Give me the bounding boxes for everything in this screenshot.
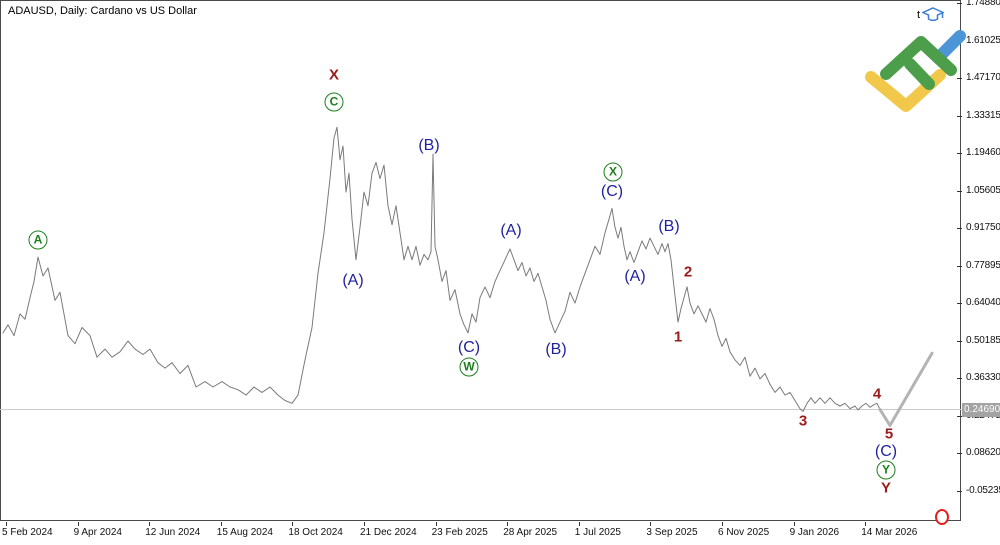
wave-label-a-navy: (A) [500, 222, 522, 239]
time-axis-tick [6, 522, 7, 526]
price-axis-label: 1.19460 [966, 147, 1000, 158]
wave-label-c-navy: (C) [457, 339, 481, 356]
time-axis-label: 23 Feb 2025 [431, 527, 488, 538]
time-axis-tick [865, 522, 867, 526]
wave-label-5-red: 5 [884, 425, 894, 443]
price-axis-label: 0.08620 [966, 447, 1000, 458]
price-axis-tick [957, 153, 962, 154]
wave-label-x-circle: X [603, 162, 623, 182]
time-axis-tick [507, 522, 509, 526]
price-axis-tick [957, 340, 962, 342]
price-axis-label: 1.74880 [966, 0, 1000, 8]
wave-label-2-red: 2 [683, 263, 693, 281]
time-axis-label: 18 Oct 2024 [288, 527, 343, 538]
price-axis-tick [957, 490, 962, 492]
price-line [2, 126, 881, 412]
time-axis-label: 5 Feb 2024 [2, 527, 53, 538]
price-axis-tick [957, 303, 962, 304]
wave-label-c-navy: (C) [600, 183, 624, 200]
price-axis-tick [957, 78, 962, 79]
wave-label-y-red: Y [880, 479, 892, 497]
time-axis-tick [722, 522, 723, 526]
time-axis-label: 12 Jun 2024 [145, 527, 201, 538]
price-axis-label: 0.77895 [966, 259, 1000, 271]
object-anchor-marker[interactable] [935, 509, 949, 525]
price-axis-tick [957, 265, 962, 267]
wave-label-a-navy: (A) [342, 272, 364, 289]
price-axis-tick [957, 228, 962, 229]
price-axis-label: 0.50185 [966, 334, 1000, 346]
time-axis-tick [77, 522, 79, 526]
price-axis-label: 0.36330 [966, 372, 1000, 383]
time-axis-tick [364, 522, 365, 526]
time-axis-tick [793, 522, 795, 526]
wave-label-b-navy: (B) [418, 137, 440, 154]
price-axis-tick [957, 115, 962, 117]
time-axis-label: 9 Apr 2024 [73, 527, 122, 538]
time-axis-tick [650, 522, 652, 526]
time-axis-label: 14 Mar 2026 [861, 527, 918, 538]
wave-label-4-red: 4 [872, 385, 882, 403]
price-axis-label: 1.47170 [966, 72, 1000, 83]
wave-label-a-circle: A [28, 230, 48, 250]
wave-label-y-circle: Y [876, 460, 896, 480]
object-label-t: t [917, 8, 921, 21]
price-axis-tick [957, 415, 962, 417]
time-axis-label: 28 Apr 2025 [503, 527, 558, 538]
wave-label-c-navy: (C) [874, 443, 898, 460]
current-price-box: 0.24690 [962, 402, 1000, 417]
time-axis-tick [292, 522, 294, 526]
wave-label-w-circle: W [459, 357, 479, 377]
time-axis-label: 1 Jul 2025 [574, 527, 621, 538]
wave-label-x-red: X [328, 66, 340, 84]
wave-label-c-circle: C [324, 92, 344, 112]
wave-label-1-red: 1 [673, 328, 683, 346]
time-axis-tick [220, 522, 222, 526]
chart-title: ADAUSD, Daily: Cardano vs US Dollar [8, 5, 197, 17]
forecast-line [878, 351, 934, 427]
time-axis-tick [435, 522, 437, 526]
time-axis-tick [149, 522, 151, 526]
wave-label-b-navy: (B) [545, 341, 567, 358]
price-axis-label: 1.61025 [966, 34, 1000, 46]
litefinance-logo [865, 30, 966, 112]
time-axis-label: 3 Sep 2025 [646, 527, 698, 538]
time-axis-label: 6 Nov 2025 [718, 527, 770, 538]
chart-object-indicator: t [917, 6, 945, 23]
price-axis-label: 1.33315 [966, 109, 1000, 121]
price-axis-tick [957, 453, 962, 454]
price-axis-label: 0.91750 [966, 222, 1000, 233]
price-axis-tick [957, 190, 962, 192]
time-axis-tick [578, 522, 580, 526]
time-axis-label: 21 Dec 2024 [360, 527, 417, 538]
graduation-cap-icon [922, 7, 945, 22]
time-axis-label: 9 Jan 2026 [789, 527, 840, 538]
price-axis-label: 0.64040 [966, 297, 1000, 308]
time-axis-label: 15 Aug 2024 [216, 527, 273, 538]
wave-label-a-navy: (A) [624, 268, 646, 285]
wave-label-b-navy: (B) [658, 218, 680, 235]
price-axis-tick [957, 3, 962, 4]
price-axis-label: 1.05605 [966, 184, 1000, 196]
wave-label-3-red: 3 [798, 412, 808, 430]
price-axis-tick [957, 378, 962, 379]
